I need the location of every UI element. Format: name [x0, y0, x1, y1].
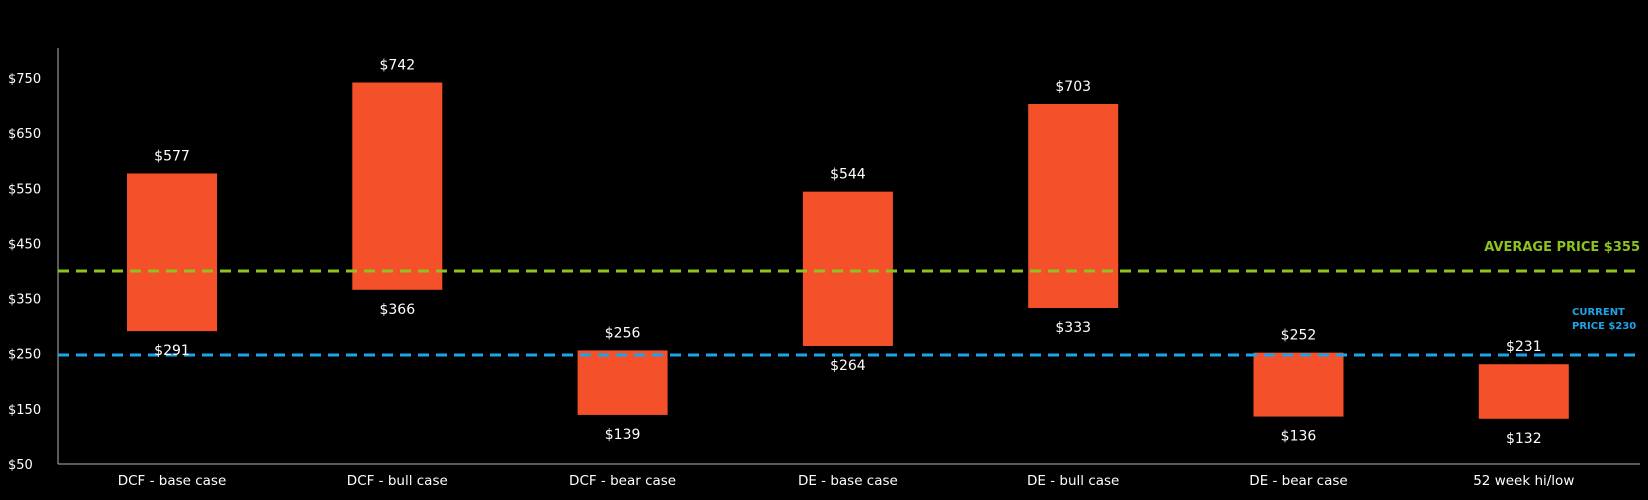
category-label: DE - bear case [1249, 473, 1347, 489]
high-value-label: $577 [154, 148, 190, 164]
category-label: 52 week hi/low [1473, 473, 1574, 489]
range-bars [127, 82, 1569, 419]
high-value-label: $256 [605, 325, 641, 341]
low-value-label: $366 [379, 302, 415, 318]
current-price-label: PRICE $230 [1572, 321, 1636, 332]
y-tick-label: $650 [8, 127, 41, 142]
range-bar [1478, 364, 1569, 419]
high-value-label: $703 [1055, 79, 1091, 95]
data-labels: $577 $291 $742 $366 $256 $139 $544 $264 $703 $333… [154, 58, 1541, 447]
category-label: DCF - bear case [569, 473, 676, 489]
category-label: DCF - base case [118, 473, 227, 489]
category-label: DCF - bull case [347, 473, 448, 489]
low-value-label: $264 [830, 358, 866, 374]
range-bar [802, 191, 893, 347]
low-value-label: $333 [1055, 320, 1091, 336]
category-label: DE - bull case [1027, 473, 1119, 489]
range-bar [577, 350, 668, 415]
low-value-label: $291 [154, 343, 190, 359]
x-axis: DCF - base case DCF - bull case DCF - bear… [58, 463, 1640, 489]
reference-lines: AVERAGE PRICE $355 CURRENT PRICE $230 [58, 240, 1640, 357]
y-tick-label: $550 [8, 182, 41, 197]
y-tick-label: $450 [8, 237, 41, 252]
y-tick-label: $50 [8, 458, 33, 473]
high-value-label: $252 [1281, 328, 1317, 344]
category-label: DE - base case [798, 473, 898, 489]
average-price-label: AVERAGE PRICE $355 [1484, 240, 1640, 255]
high-value-label: $742 [379, 58, 415, 74]
y-tick-label: $150 [8, 403, 41, 418]
high-value-label: $231 [1506, 339, 1542, 355]
low-value-label: $132 [1506, 431, 1542, 447]
y-tick-label: $750 [8, 72, 41, 87]
range-bar [127, 173, 217, 332]
current-price-label: CURRENT [1572, 307, 1625, 318]
high-value-label: $544 [830, 167, 866, 183]
range-bar [1253, 352, 1344, 417]
y-axis: $50 $150 $250 $350 $450 $550 $650 $750 [8, 48, 59, 473]
low-value-label: $139 [605, 427, 641, 443]
low-value-label: $136 [1281, 429, 1317, 445]
range-bar [352, 82, 443, 290]
range-bar [1028, 104, 1119, 308]
y-tick-label: $350 [8, 293, 41, 308]
y-tick-label: $250 [8, 348, 41, 363]
